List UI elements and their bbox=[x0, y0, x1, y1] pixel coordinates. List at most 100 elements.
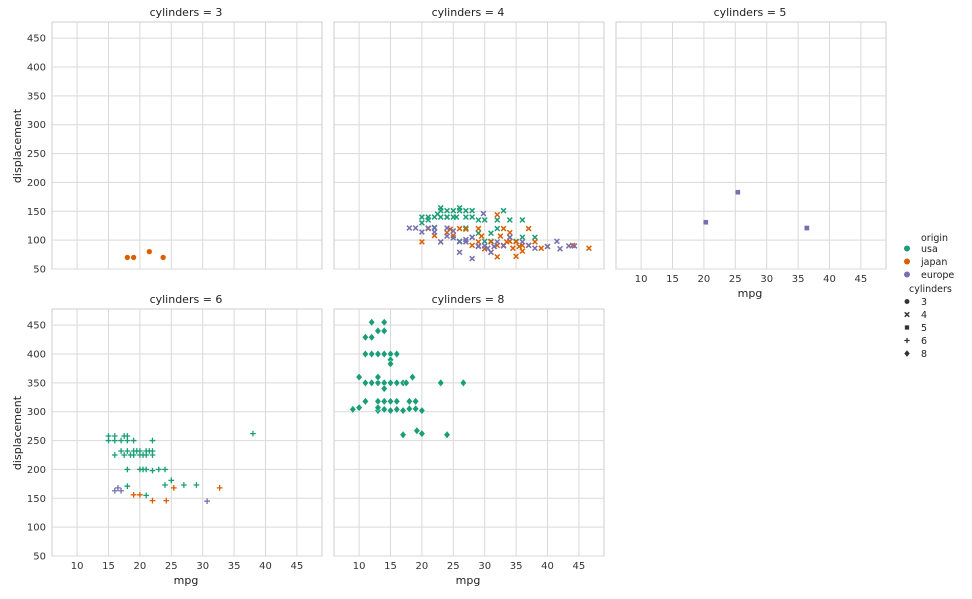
x-axis-label-cyl-5: mpg bbox=[738, 287, 763, 300]
y-tick-label: 200 bbox=[27, 465, 46, 476]
data-point-europe bbox=[437, 238, 444, 245]
data-point-europe bbox=[456, 249, 463, 256]
data-point-europe bbox=[804, 225, 810, 231]
data-point-usa bbox=[387, 378, 394, 387]
data-point-japan bbox=[516, 243, 523, 250]
legend-label-cyl-6: 6 bbox=[921, 336, 927, 347]
data-point-usa bbox=[124, 466, 131, 473]
data-point-europe bbox=[469, 234, 476, 241]
data-point-europe bbox=[406, 225, 413, 231]
data-point-usa bbox=[425, 217, 432, 223]
data-point-usa bbox=[155, 466, 162, 473]
data-point-usa bbox=[450, 207, 457, 214]
data-point-usa bbox=[143, 466, 150, 473]
data-point-usa bbox=[418, 406, 426, 415]
data-point-usa bbox=[111, 452, 118, 458]
legend-hue-title: origin bbox=[921, 233, 948, 244]
data-point-europe bbox=[456, 238, 463, 245]
data-point-usa bbox=[168, 477, 175, 484]
data-point-japan bbox=[130, 254, 137, 261]
data-point-usa bbox=[349, 405, 357, 414]
data-point-usa bbox=[418, 429, 426, 438]
data-point-japan bbox=[538, 245, 545, 252]
data-point-japan bbox=[488, 238, 494, 245]
data-point-japan bbox=[469, 242, 476, 249]
data-point-europe bbox=[462, 238, 469, 245]
data-point-europe bbox=[571, 242, 578, 249]
data-point-usa bbox=[387, 359, 394, 368]
data-point-usa bbox=[124, 483, 131, 490]
data-point-usa bbox=[118, 437, 124, 444]
data-point-japan bbox=[418, 238, 425, 245]
y-tick-label: 400 bbox=[27, 63, 46, 74]
x-tick-label: 25 bbox=[729, 274, 742, 285]
data-point-usa bbox=[462, 225, 469, 231]
y-tick-label: 100 bbox=[27, 523, 46, 534]
legend-label-usa: usa bbox=[921, 244, 938, 255]
panel-title: cylinders = 5 bbox=[714, 6, 787, 19]
legend-style-title: cylinders bbox=[909, 284, 952, 295]
y-tick-label: 350 bbox=[27, 378, 46, 389]
data-point-usa bbox=[250, 430, 256, 437]
y-tick-label: 250 bbox=[27, 436, 46, 447]
data-point-usa bbox=[387, 406, 394, 415]
data-point-japan bbox=[506, 229, 513, 236]
data-point-usa bbox=[380, 397, 388, 406]
data-point-usa bbox=[488, 230, 494, 237]
data-point-europe bbox=[491, 243, 498, 250]
panel-title: cylinders = 3 bbox=[150, 6, 223, 19]
panel-cyl-3: cylinders = 3 50 100 150 200 250 300 350 400 450 bbox=[27, 6, 323, 276]
data-point-europe bbox=[484, 245, 491, 252]
y-tick-label: 250 bbox=[27, 149, 46, 160]
data-point-usa bbox=[437, 378, 445, 387]
data-point-europe bbox=[111, 487, 118, 494]
data-point-usa bbox=[481, 217, 488, 223]
data-point-usa bbox=[469, 207, 476, 214]
data-point-usa bbox=[459, 378, 467, 387]
panel-title: cylinders = 4 bbox=[432, 6, 505, 19]
data-point-usa bbox=[105, 433, 112, 439]
x-tick-label: 40 bbox=[541, 561, 554, 572]
x-tick-label: 45 bbox=[855, 274, 868, 285]
y-tick-label: 350 bbox=[27, 91, 46, 102]
panel-cyl-8: cylinders = 8 10 15 20 25 30 35 40 45 bbox=[333, 293, 605, 572]
panel-plot-area bbox=[333, 308, 605, 557]
data-point-japan bbox=[137, 491, 143, 498]
y-axis-label-top: displacement bbox=[11, 108, 24, 183]
x-tick-label: 20 bbox=[134, 561, 147, 572]
data-point-japan bbox=[216, 485, 223, 491]
data-point-japan bbox=[160, 254, 167, 261]
x-tick-label: 30 bbox=[478, 561, 491, 572]
legend-label-cyl-8: 8 bbox=[921, 349, 927, 360]
data-point-usa bbox=[130, 452, 137, 458]
data-point-europe bbox=[525, 242, 532, 249]
data-point-usa bbox=[387, 397, 394, 406]
legend-label-cyl-5: 5 bbox=[921, 323, 927, 334]
data-point-japan bbox=[478, 233, 485, 240]
x-tick-label: 25 bbox=[165, 561, 178, 572]
data-point-usa bbox=[193, 482, 200, 488]
legend-marker-europe bbox=[904, 271, 910, 278]
y-tick-label: 200 bbox=[27, 178, 46, 189]
data-point-usa bbox=[519, 234, 526, 241]
data-point-usa bbox=[469, 214, 476, 220]
panel-plot-area bbox=[615, 21, 887, 270]
data-point-europe bbox=[494, 238, 501, 245]
data-point-usa bbox=[481, 238, 488, 245]
legend-marker-cyl-5 bbox=[904, 324, 910, 331]
data-point-usa bbox=[393, 349, 401, 359]
x-tick-label: 20 bbox=[698, 274, 711, 285]
legend-marker-japan bbox=[904, 258, 910, 265]
x-tick-label: 10 bbox=[71, 561, 84, 572]
data-point-usa bbox=[494, 217, 501, 223]
data-point-usa bbox=[393, 378, 401, 387]
x-tick-label: 40 bbox=[823, 274, 836, 285]
y-tick-label: 150 bbox=[27, 494, 46, 505]
data-point-europe bbox=[444, 233, 450, 240]
data-point-japan bbox=[163, 497, 170, 504]
data-point-usa bbox=[444, 207, 450, 214]
data-point-japan bbox=[525, 225, 532, 232]
data-point-europe bbox=[480, 210, 487, 217]
data-point-usa bbox=[380, 405, 388, 414]
data-point-usa bbox=[162, 466, 168, 473]
